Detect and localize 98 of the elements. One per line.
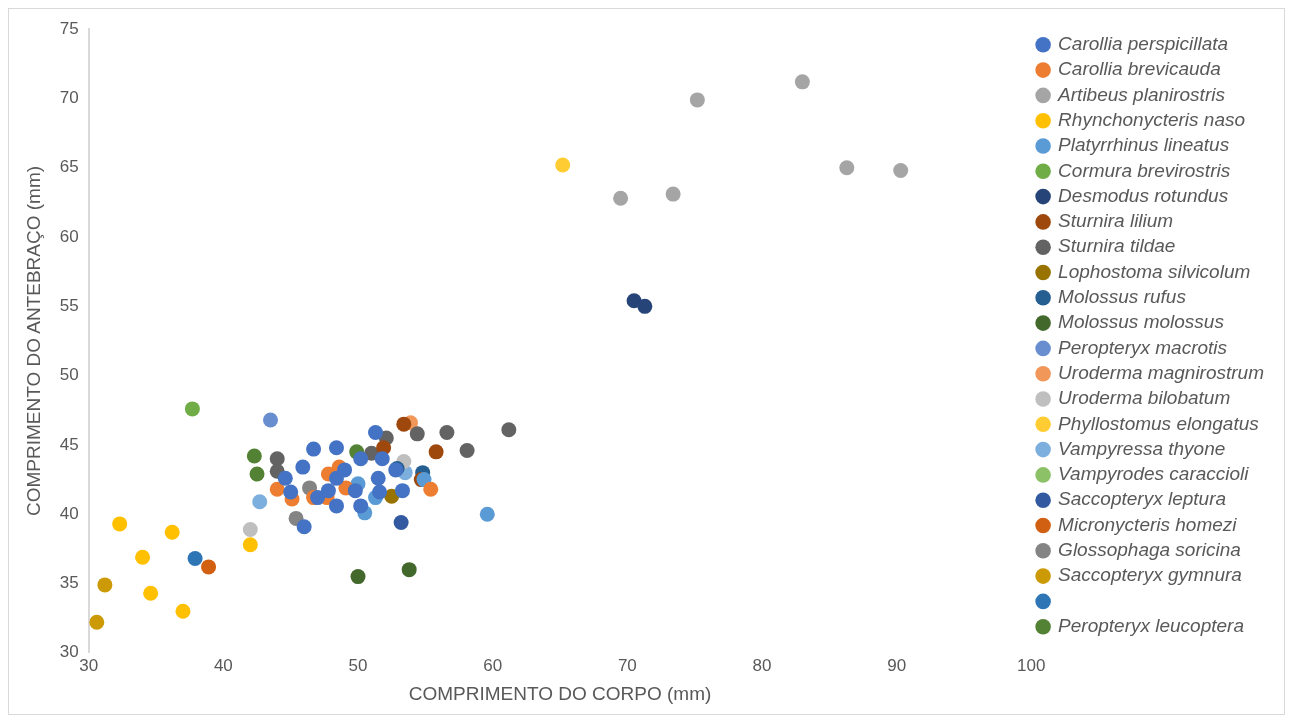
point (423, 481, 439, 497)
point (347, 483, 363, 499)
legend-label: Peropteryx macrotis (1058, 336, 1228, 358)
point (665, 186, 681, 202)
point (394, 483, 410, 499)
legend-label: Phyllostomus elongatus (1058, 412, 1260, 434)
point (306, 441, 322, 457)
point (263, 412, 278, 428)
point (175, 603, 191, 619)
y-tick-label: 35 (59, 573, 79, 593)
legend-label: Artibeus planirostris (1057, 83, 1226, 105)
y-axis-title: COMPRIMENTO DO ANTEBRAÇO (mm) (22, 165, 44, 517)
point (164, 524, 180, 540)
point (295, 459, 311, 475)
legend-label: Glossophaga soricina (1058, 539, 1241, 561)
point (613, 190, 629, 206)
legend-label: Micronycteris homezi (1058, 513, 1238, 535)
legend-label: Vampyressa thyone (1058, 437, 1226, 459)
x-tick-label: 100 (1017, 655, 1046, 675)
point (439, 424, 455, 440)
legend-label: Uroderma bilobatum (1058, 387, 1231, 409)
legend-label: Vampyrodes caraccioli (1058, 463, 1250, 485)
point (396, 416, 412, 432)
legend-label: Peropteryx leucoptera (1058, 614, 1244, 636)
y-tick-label: 70 (59, 88, 79, 108)
point (393, 515, 409, 531)
point (252, 494, 268, 510)
point (249, 466, 265, 482)
point (135, 549, 151, 565)
point (428, 444, 444, 460)
legend-label: Rhynchonycteris naso (1058, 108, 1246, 130)
legend-label: Molossus molossus (1058, 311, 1225, 333)
point (401, 562, 417, 578)
legend-label: Sturnira lilium (1058, 210, 1174, 232)
legend-label: Carollia perspicillata (1058, 33, 1229, 55)
point (143, 585, 159, 601)
point (277, 470, 293, 486)
point (201, 559, 217, 575)
x-tick-label: 70 (617, 655, 637, 675)
legend-label: Sturnira tildae (1058, 235, 1176, 257)
x-axis-title: COMPRIMENTO DO CORPO (mm) (408, 682, 712, 704)
point (320, 483, 336, 499)
point (350, 569, 366, 585)
y-tick-label: 60 (59, 226, 79, 246)
point (328, 440, 344, 456)
point (283, 484, 299, 500)
legend-label: Platyrrhinus lineatus (1058, 134, 1230, 156)
point (368, 424, 384, 440)
point (112, 516, 128, 532)
point (555, 157, 571, 173)
x-tick-label: 60 (483, 655, 503, 675)
point (187, 551, 203, 567)
point (269, 481, 285, 497)
y-tick-label: 55 (59, 296, 79, 316)
point (372, 484, 388, 500)
point (689, 92, 705, 108)
x-tick-label: 50 (348, 655, 368, 675)
x-tick-label: 90 (887, 655, 907, 675)
point (893, 163, 909, 179)
x-tick-label: 80 (752, 655, 772, 675)
legend-label: Saccopteryx leptura (1058, 488, 1227, 510)
point (184, 401, 200, 417)
point (459, 442, 475, 458)
point (269, 451, 285, 467)
legend-label: Lophostoma silvicolum (1058, 260, 1251, 282)
point (242, 521, 258, 537)
legend-label: Cormura brevirostris (1058, 159, 1231, 181)
legend-label: Molossus rufus (1058, 286, 1187, 308)
point (353, 498, 369, 514)
point (409, 426, 425, 442)
legend-label: Uroderma magnirostrum (1058, 361, 1265, 383)
legend-label: Desmodus rotundus (1058, 184, 1229, 206)
y-tick-label: 30 (59, 642, 79, 662)
point (374, 451, 390, 467)
point (479, 506, 495, 522)
point (296, 519, 312, 535)
y-tick-label: 50 (59, 365, 79, 385)
point (370, 470, 386, 486)
y-tick-label: 65 (59, 157, 79, 177)
point (246, 448, 262, 464)
point (353, 451, 369, 467)
point (242, 537, 258, 553)
legend-label: Saccopteryx gymnura (1058, 564, 1242, 586)
point (337, 462, 353, 478)
point (637, 298, 653, 314)
point (501, 422, 517, 438)
point (89, 614, 105, 630)
x-tick-label: 40 (213, 655, 233, 675)
point (310, 490, 326, 506)
legend-label: Carollia brevicauda (1058, 58, 1221, 80)
point (794, 74, 810, 90)
y-tick-label: 40 (59, 503, 79, 523)
point (328, 498, 344, 514)
y-tick-label: 45 (59, 434, 79, 454)
point (97, 577, 113, 593)
y-tick-label: 75 (59, 18, 79, 38)
point (839, 160, 855, 176)
x-tick-label: 30 (79, 655, 99, 675)
